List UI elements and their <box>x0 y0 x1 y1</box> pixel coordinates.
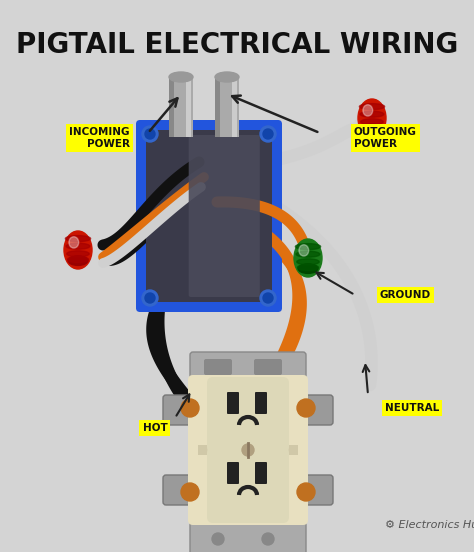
Ellipse shape <box>64 231 92 269</box>
Circle shape <box>145 293 155 303</box>
Ellipse shape <box>169 72 193 82</box>
FancyBboxPatch shape <box>190 522 306 552</box>
Circle shape <box>181 483 199 501</box>
Ellipse shape <box>362 125 383 130</box>
Ellipse shape <box>363 105 373 116</box>
FancyBboxPatch shape <box>204 359 232 375</box>
FancyBboxPatch shape <box>189 135 260 297</box>
FancyBboxPatch shape <box>255 392 267 414</box>
Circle shape <box>142 126 158 142</box>
Circle shape <box>262 533 274 545</box>
Ellipse shape <box>66 243 90 249</box>
FancyBboxPatch shape <box>188 375 308 525</box>
Bar <box>232 77 237 137</box>
Ellipse shape <box>294 239 322 277</box>
FancyBboxPatch shape <box>207 447 289 523</box>
Ellipse shape <box>65 236 91 242</box>
Bar <box>186 77 191 137</box>
Circle shape <box>260 126 276 142</box>
Circle shape <box>260 290 276 306</box>
Circle shape <box>142 290 158 306</box>
Text: GROUND: GROUND <box>380 290 431 300</box>
Ellipse shape <box>215 72 239 82</box>
FancyBboxPatch shape <box>207 377 289 453</box>
Circle shape <box>145 129 155 139</box>
Ellipse shape <box>298 264 318 273</box>
Bar <box>169 77 174 137</box>
Circle shape <box>263 129 273 139</box>
Ellipse shape <box>296 251 320 257</box>
FancyBboxPatch shape <box>146 130 272 302</box>
Text: OUTGOING
POWER: OUTGOING POWER <box>354 127 417 149</box>
Text: HOT: HOT <box>143 423 167 433</box>
FancyBboxPatch shape <box>254 359 282 375</box>
Text: NEUTRAL: NEUTRAL <box>385 403 439 413</box>
Circle shape <box>212 533 224 545</box>
Ellipse shape <box>69 237 79 248</box>
Ellipse shape <box>67 257 89 263</box>
Ellipse shape <box>68 256 88 266</box>
Circle shape <box>181 399 199 417</box>
FancyBboxPatch shape <box>163 475 193 505</box>
Text: PIGTAIL ELECTRICAL WIRING: PIGTAIL ELECTRICAL WIRING <box>16 31 458 59</box>
FancyBboxPatch shape <box>163 395 193 425</box>
FancyBboxPatch shape <box>227 462 239 484</box>
Circle shape <box>263 293 273 303</box>
Ellipse shape <box>67 251 89 257</box>
Ellipse shape <box>295 243 320 250</box>
Ellipse shape <box>358 99 386 137</box>
FancyBboxPatch shape <box>227 392 239 414</box>
Text: ⚙ Electronics Hub: ⚙ Electronics Hub <box>385 520 474 530</box>
FancyBboxPatch shape <box>303 475 333 505</box>
FancyBboxPatch shape <box>136 120 282 312</box>
Ellipse shape <box>297 259 319 265</box>
Circle shape <box>242 444 254 456</box>
Ellipse shape <box>360 111 384 117</box>
Ellipse shape <box>361 119 383 125</box>
FancyBboxPatch shape <box>255 462 267 484</box>
Ellipse shape <box>298 264 319 270</box>
Bar <box>198 445 298 455</box>
Bar <box>215 77 220 137</box>
FancyBboxPatch shape <box>190 352 306 388</box>
Circle shape <box>238 440 258 460</box>
Circle shape <box>297 483 315 501</box>
Ellipse shape <box>362 124 382 134</box>
Ellipse shape <box>359 104 384 110</box>
Bar <box>169 77 193 137</box>
Text: INCOMING
POWER: INCOMING POWER <box>70 127 130 149</box>
FancyBboxPatch shape <box>303 395 333 425</box>
Circle shape <box>297 399 315 417</box>
Ellipse shape <box>299 245 309 256</box>
Bar <box>215 77 239 137</box>
